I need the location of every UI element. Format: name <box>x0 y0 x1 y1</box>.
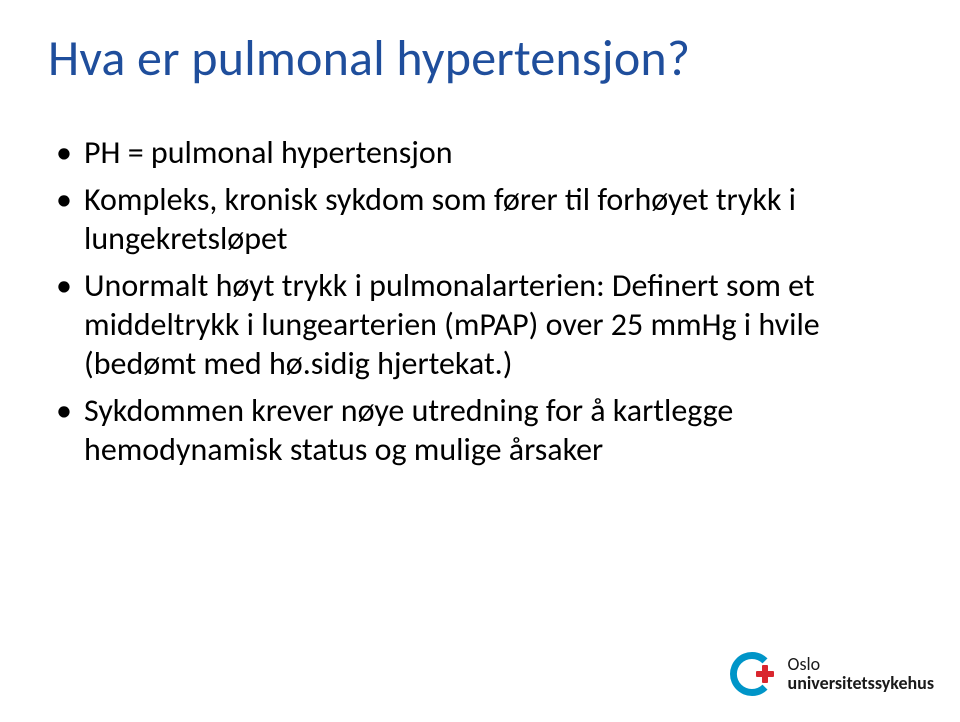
bullet-list: PH = pulmonal hypertensjon Kompleks, kro… <box>48 133 912 469</box>
logo-text: Oslo universitetssykehus <box>788 655 934 693</box>
slide-title: Hva er pulmonal hypertensjon? <box>48 28 912 89</box>
bullet-item: PH = pulmonal hypertensjon <box>56 133 912 172</box>
hospital-logo: Oslo universitetssykehus <box>726 648 934 700</box>
logo-mark-icon <box>726 648 778 700</box>
bullet-item: Unormalt høyt trykk i pulmonalarterien: … <box>56 266 912 383</box>
bullet-item: Kompleks, kronisk sykdom som fører til f… <box>56 180 912 258</box>
bullet-item: Sykdommen krever nøye utredning for å ka… <box>56 391 912 469</box>
slide: Hva er pulmonal hypertensjon? PH = pulmo… <box>0 0 960 722</box>
logo-line2: universitetssykehus <box>788 674 934 693</box>
